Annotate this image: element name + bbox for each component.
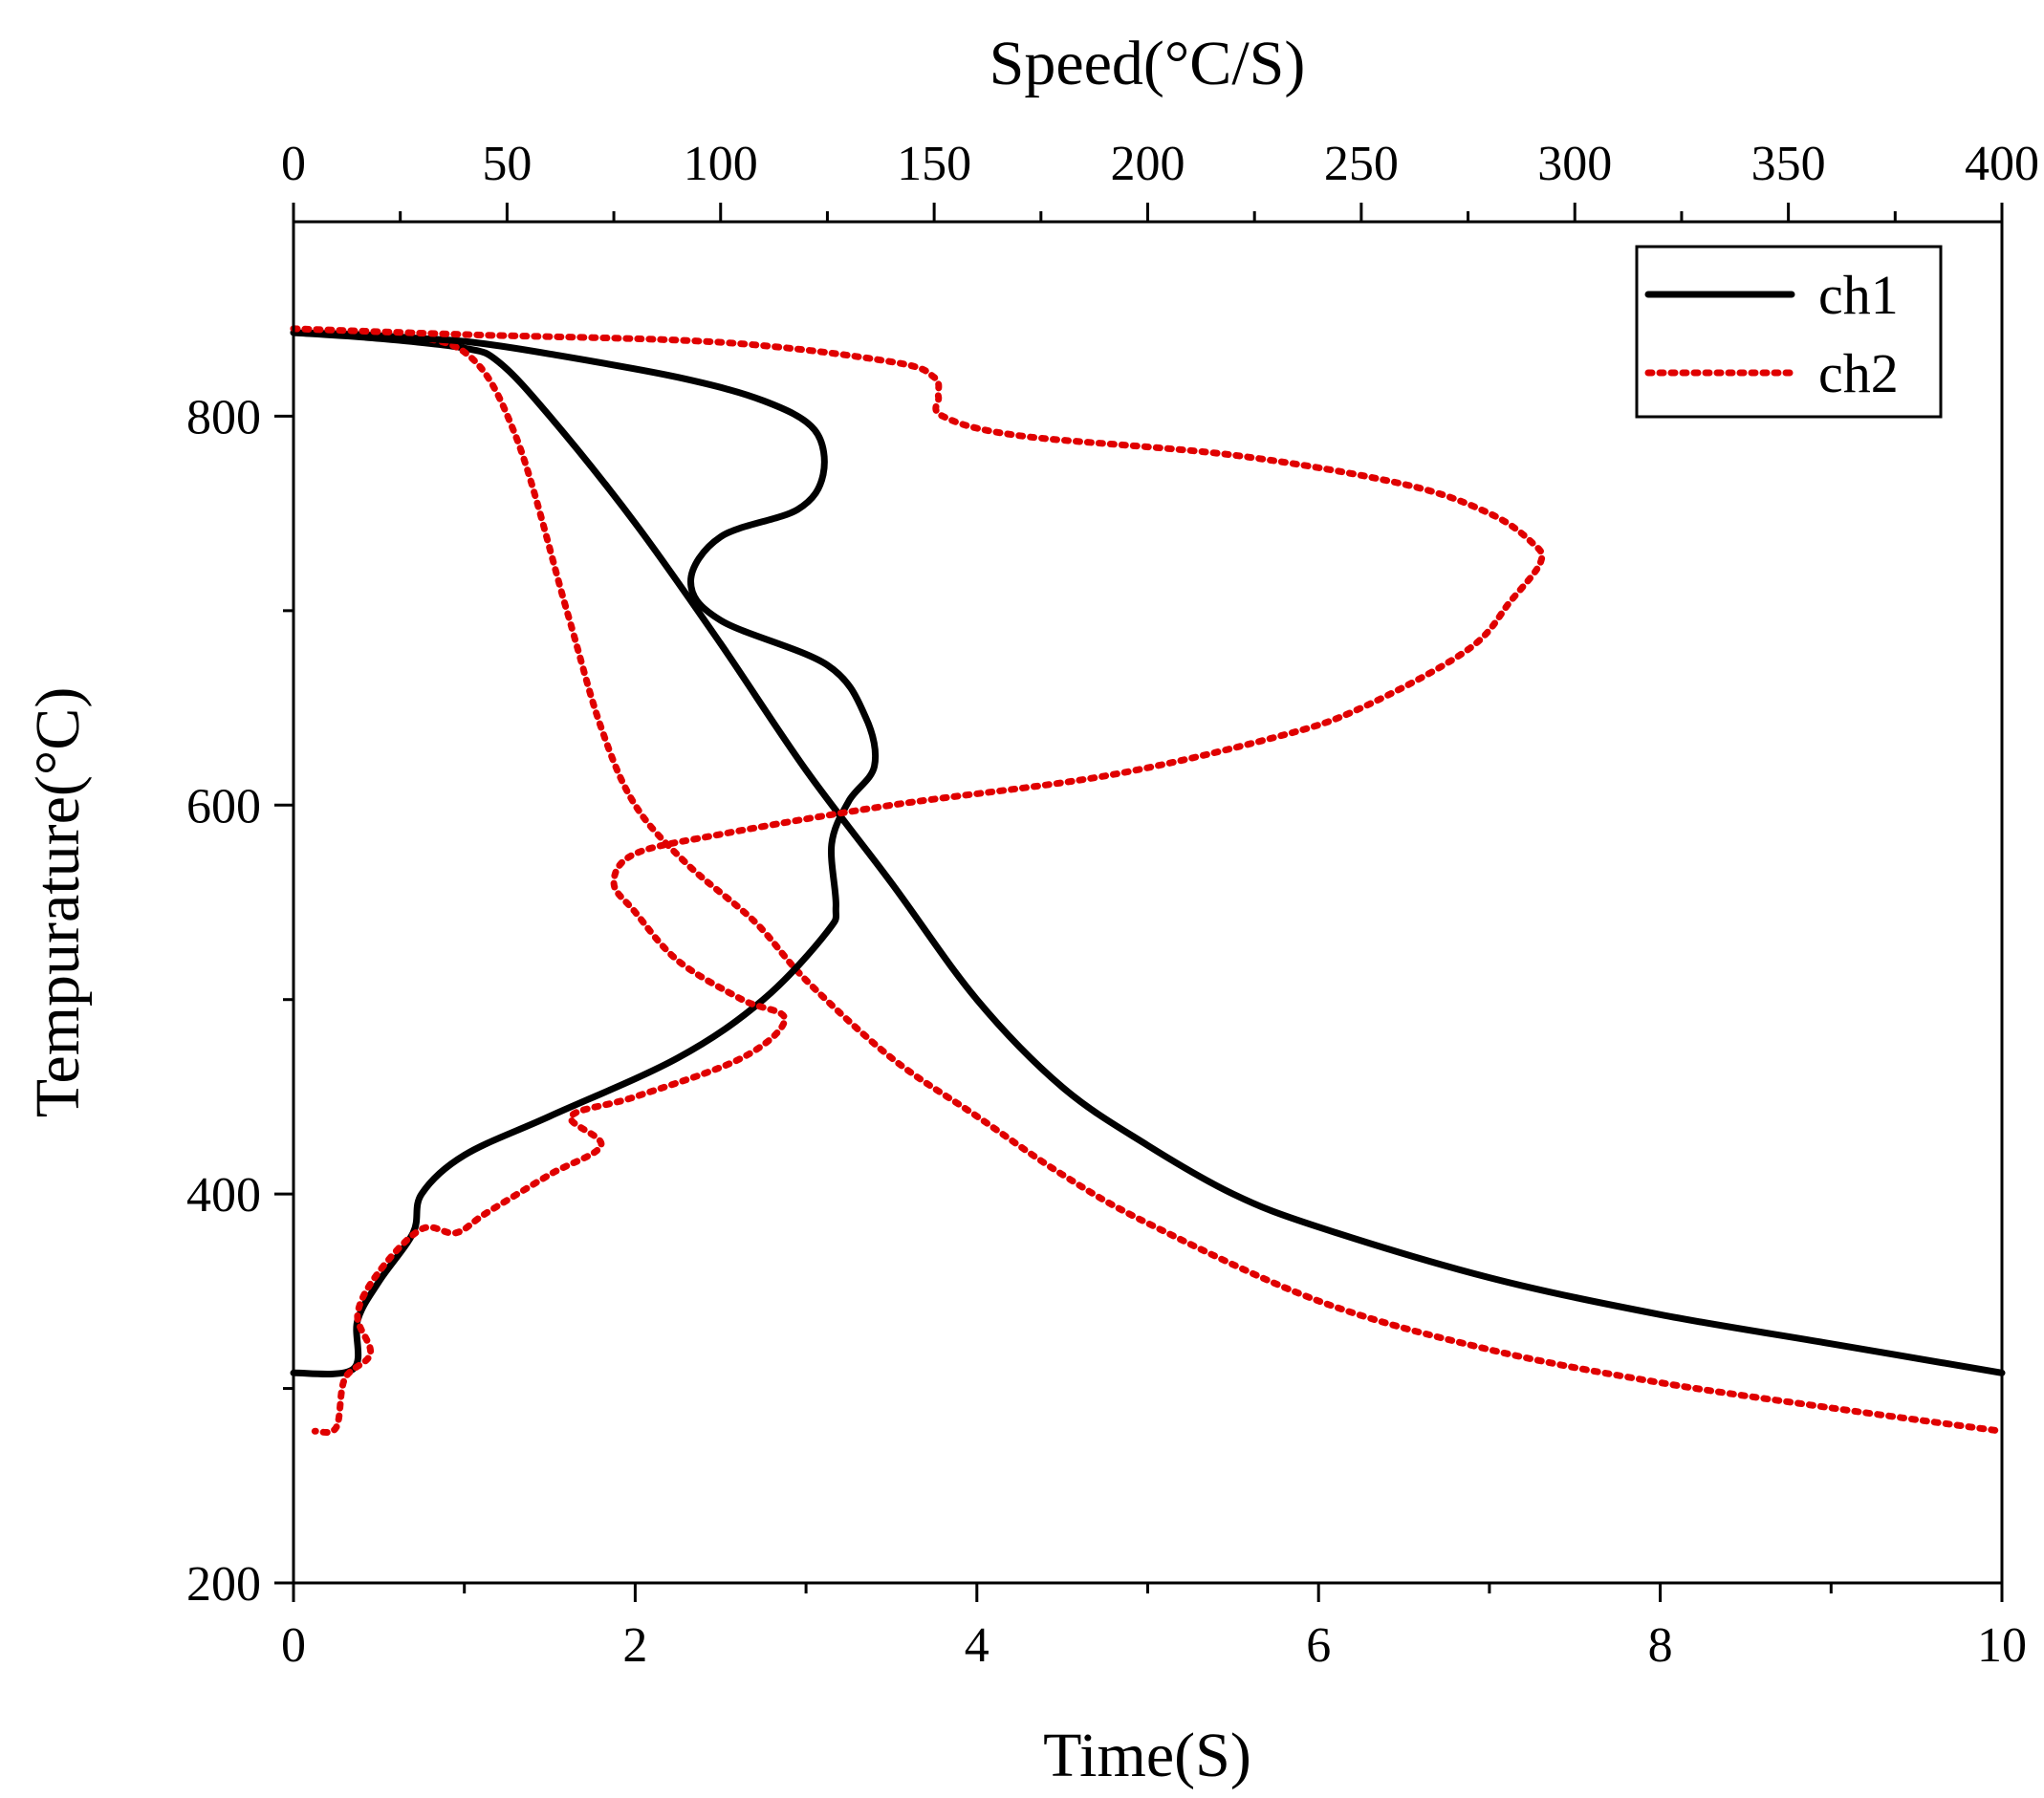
y-tick-label: 800: [186, 390, 261, 444]
x2-tick-label: 400: [1965, 137, 2039, 191]
x-tick-label: 4: [965, 1618, 989, 1673]
series-ch2-time-line: [290, 325, 2006, 1435]
legend-box: [1635, 245, 1943, 419]
x-tick-label: 10: [1977, 1618, 2027, 1673]
x2-axis-title: Speed(°C/S): [989, 29, 1306, 98]
x2-tick-label: 350: [1751, 137, 1826, 191]
x-tick-label: 0: [281, 1618, 306, 1673]
x2-tick-label: 300: [1537, 137, 1612, 191]
series-ch2-speed-line: [290, 325, 1546, 1436]
series-layer: [290, 325, 2006, 1436]
x-tick-label: 8: [1648, 1618, 1673, 1673]
x-tick-label: 2: [622, 1618, 647, 1673]
legend-label-ch1: ch1: [1818, 264, 1899, 326]
x2-tick-label: 50: [482, 137, 532, 191]
series-ch1-time-line: [290, 329, 2006, 1376]
x2-tick-label: 150: [897, 137, 971, 191]
y-tick-label: 200: [186, 1557, 261, 1612]
y-axis-title: Tempurature(°C): [23, 687, 93, 1118]
x2-tick-label: 250: [1324, 137, 1399, 191]
x-axis-title: Time(S): [1043, 1721, 1251, 1790]
legend: ch1 ch2: [1635, 245, 1943, 419]
x2-tick-label: 200: [1111, 137, 1185, 191]
x2-tick-label: 0: [281, 137, 306, 191]
legend-label-ch2: ch2: [1818, 342, 1899, 404]
y-tick-label: 600: [186, 779, 261, 834]
x-tick-label: 6: [1306, 1618, 1331, 1673]
series-ch1-speed-line: [290, 329, 880, 1377]
x2-tick-label: 100: [684, 137, 758, 191]
ticks-layer: 0 2 4 6 8 100 50 100 150 200 250 300 350 400200400600…: [186, 137, 2039, 1673]
y-tick-label: 400: [186, 1168, 261, 1223]
